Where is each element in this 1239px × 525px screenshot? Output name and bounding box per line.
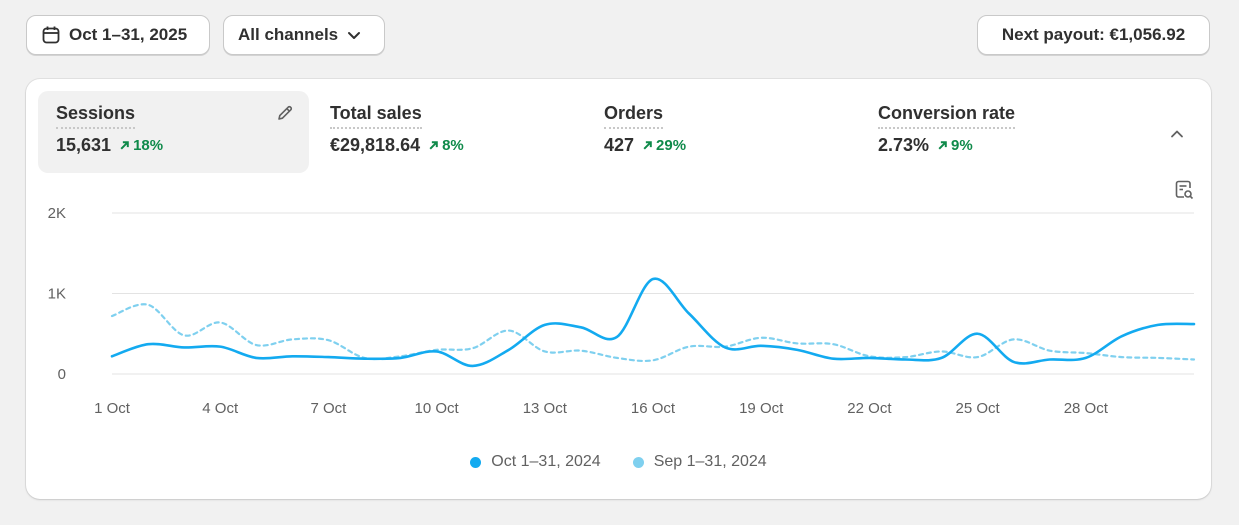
metric-value: €29,818.64 [330,135,421,155]
metric-change: 18% [119,137,163,154]
y-tick-label: 2K [48,205,66,222]
legend-item-current[interactable]: Oct 1–31, 2024 [470,453,601,471]
x-tick-label: 16 Oct [631,400,676,417]
metric-tab-sessions[interactable]: Sessions 15,631 18% [38,91,309,173]
x-tick-label: 1 Oct [94,400,131,417]
x-tick-label: 10 Oct [415,400,460,417]
x-tick-label: 7 Oct [310,400,347,417]
metric-tab-orders[interactable]: Orders 427 29% [586,91,857,173]
payout-label: Next payout: €1,056.92 [1001,25,1186,44]
metric-label: Sessions [56,103,136,129]
date-range-button[interactable]: Oct 1–31, 2025 [26,15,210,55]
metric-value: 427 [604,135,635,155]
series-line-previous [110,303,1196,363]
metric-change-value: 29% [656,137,687,154]
date-range-label: Oct 1–31, 2025 [69,25,188,44]
metric-change-value: 8% [442,137,464,154]
x-tick-label: 25 Oct [956,400,1001,417]
metric-change-value: 18% [133,137,164,154]
chevron-up-icon[interactable] [1168,125,1186,143]
metric-change: 8% [428,137,464,154]
metric-change: 9% [937,137,973,154]
report-icon[interactable] [1173,179,1195,201]
metric-change: 29% [642,137,686,154]
trend-up-icon [938,141,947,150]
trend-up-icon [643,141,652,150]
x-tick-label: 13 Oct [523,400,568,417]
legend-dot-previous [632,456,644,468]
metric-value: 2.73% [878,135,930,155]
series-line-current [110,277,1196,368]
analytics-card: Sessions 15,631 18% Total sales €29,818.… [26,79,1211,499]
trend-up-icon [429,141,438,150]
trend-up-icon [120,141,129,150]
x-tick-label: 19 Oct [739,400,784,417]
legend-item-previous[interactable]: Sep 1–31, 2024 [632,453,767,471]
channel-select[interactable]: All channels [223,15,385,55]
metric-change-value: 9% [951,137,973,154]
metric-value: 15,631 [56,135,112,155]
x-tick-label: 28 Oct [1064,400,1109,417]
x-tick-label: 4 Oct [202,400,239,417]
channel-label: All channels [238,25,339,44]
metric-label: Total sales [330,103,422,129]
chevron-down-icon [348,32,361,39]
metric-tab-total-sales[interactable]: Total sales €29,818.64 8% [312,91,583,173]
y-tick-label: 1K [48,286,66,303]
chart-legend: Oct 1–31, 2024 Sep 1–31, 2024 [26,453,1211,471]
edit-icon[interactable] [275,103,295,123]
payout-button[interactable]: Next payout: €1,056.92 [977,15,1210,55]
metric-tab-conversion-rate[interactable]: Conversion rate 2.73% 9% [860,91,1131,173]
legend-label: Oct 1–31, 2024 [491,453,601,470]
legend-dot-current [470,456,482,468]
x-tick-label: 22 Oct [847,400,892,417]
metric-label: Conversion rate [878,103,1016,129]
y-tick-label: 0 [58,366,66,383]
sessions-chart: 0 1K 2K 1 Oct 4 Oct 7 Oct 10 Oct 13 Oct 16 Oct 19… [48,205,1196,417]
calendar-icon [42,26,60,44]
metric-label: Orders [604,103,664,129]
legend-label: Sep 1–31, 2024 [653,453,767,470]
